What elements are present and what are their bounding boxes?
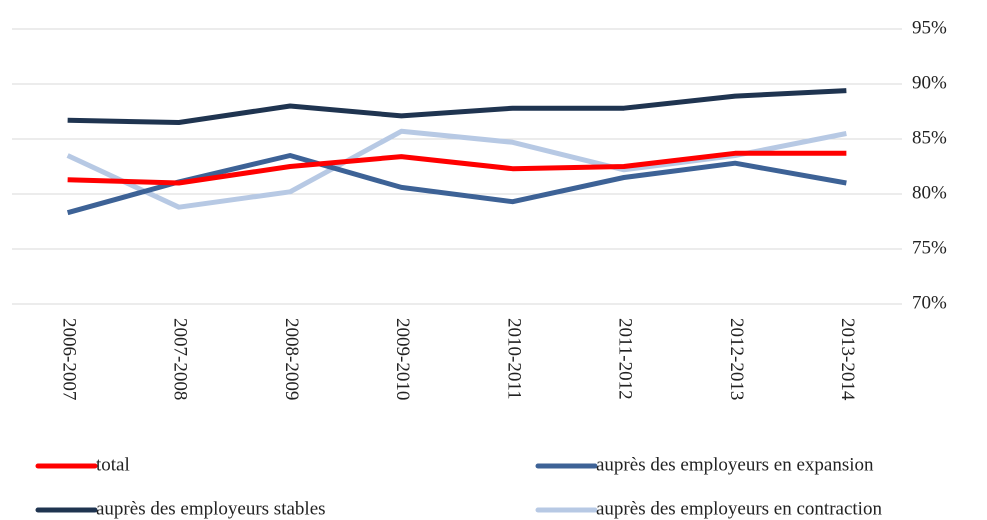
x-tick-label: 2008-2009 — [281, 318, 302, 400]
x-tick-label: 2007-2008 — [170, 318, 191, 400]
x-tick-label: 2011-2012 — [615, 318, 636, 400]
x-tick-label: 2006-2007 — [58, 318, 79, 400]
legend-label: auprès des employeurs en expansion — [596, 454, 874, 475]
legend-label: total — [96, 454, 130, 475]
series-line — [67, 150, 847, 186]
x-tick-label: 2012-2013 — [726, 318, 747, 400]
series-line — [67, 88, 847, 125]
series-line — [66, 153, 847, 216]
y-tick-label: 75% — [912, 237, 947, 258]
y-tick-label: 95% — [912, 17, 947, 38]
legend-label: auprès des employeurs en contraction — [596, 498, 882, 519]
y-tick-label: 90% — [912, 72, 947, 93]
y-tick-label: 80% — [912, 182, 947, 203]
y-tick-label: 85% — [912, 127, 947, 148]
x-tick-label: 2010-2011 — [503, 318, 524, 400]
x-tick-label: 2009-2010 — [392, 318, 413, 400]
legend-label: auprès des employeurs stables — [96, 498, 326, 519]
x-tick-label: 2013-2014 — [837, 318, 858, 401]
y-tick-label: 70% — [912, 292, 947, 313]
